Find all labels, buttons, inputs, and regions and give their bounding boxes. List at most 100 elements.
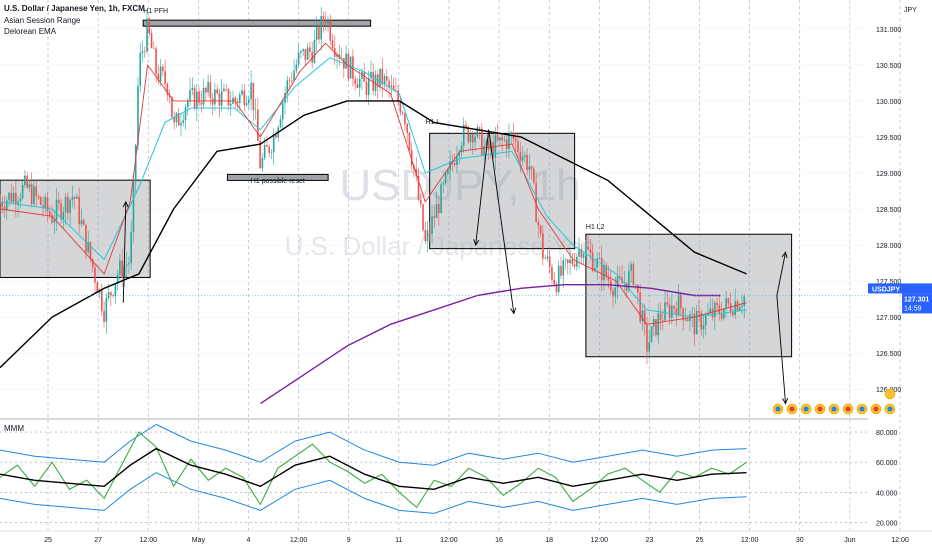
- candle-body: [211, 98, 214, 105]
- candle-body: [410, 150, 413, 166]
- asian-session-range-box[interactable]: [585, 233, 793, 358]
- candle-body: [236, 101, 239, 104]
- candle-body: [598, 257, 601, 259]
- candle-body: [548, 256, 551, 268]
- candle-body: [10, 192, 13, 203]
- candle-body: [530, 166, 533, 169]
- arrow-up-2[interactable]: [776, 252, 786, 296]
- economic-event-flag-icon: [789, 406, 795, 412]
- time-axis-label: 27: [94, 537, 102, 544]
- reset-zone-bar[interactable]: [226, 173, 329, 181]
- time-axis-label: Jun: [844, 537, 855, 544]
- candle-body: [528, 166, 531, 171]
- time-axis-label: 23: [646, 537, 654, 544]
- annotation-h1-l2: H1 L2: [586, 224, 605, 231]
- price-axis-label: 126.500: [876, 351, 901, 358]
- oscillator-axis-label: 40.000: [876, 490, 898, 497]
- candle-body: [428, 230, 431, 234]
- candle-body: [716, 302, 718, 306]
- economic-event-flag-icon: [803, 406, 809, 412]
- pfh-zone-bar[interactable]: [142, 19, 372, 27]
- indicator-asian-session-range[interactable]: Asian Session Range: [4, 16, 81, 25]
- candle-body: [159, 66, 162, 82]
- candle-body: [388, 80, 390, 88]
- candle-body: [544, 258, 546, 260]
- candle-body: [48, 211, 51, 215]
- price-axis-label: 131.000: [876, 27, 901, 34]
- candle-body: [166, 84, 169, 95]
- candle-body: [105, 297, 108, 322]
- annotation-h1-l: H1 L: [425, 119, 440, 126]
- candle-body: [295, 64, 298, 71]
- candle-body: [729, 303, 732, 313]
- candle-body: [354, 78, 356, 85]
- arrow-up-1[interactable]: [122, 201, 127, 303]
- candle-body: [137, 85, 139, 145]
- candle-body: [664, 302, 666, 321]
- candle-body: [214, 89, 216, 105]
- candle-body: [198, 91, 200, 103]
- candle-body: [39, 197, 42, 205]
- candle-body: [275, 134, 277, 138]
- candle-body: [309, 47, 311, 52]
- time-axis-label: 16: [495, 537, 503, 544]
- candle-body: [600, 257, 603, 281]
- candle-body: [496, 135, 499, 141]
- candle-body: [205, 87, 207, 93]
- candle-body: [132, 182, 135, 233]
- candle-body: [442, 183, 445, 185]
- candle-body: [12, 192, 15, 203]
- arrow-link-1[interactable]: [475, 129, 490, 246]
- candle-body: [288, 80, 291, 81]
- candle-body: [329, 20, 332, 41]
- candle-body: [225, 88, 228, 90]
- arrow-down-2[interactable]: [776, 295, 786, 404]
- candle-body: [564, 259, 567, 261]
- candle-body: [700, 312, 703, 330]
- candle-body: [422, 204, 424, 231]
- candle-body: [96, 282, 99, 294]
- candle-body: [268, 146, 270, 153]
- economic-event-icon[interactable]: [884, 388, 896, 400]
- arrow-down-1[interactable]: [488, 129, 515, 314]
- candle-body: [21, 184, 24, 199]
- candle-body: [659, 313, 662, 321]
- candle-body: [383, 76, 386, 85]
- candle-body: [471, 133, 474, 143]
- candle-body: [134, 144, 137, 183]
- candle-body: [1, 202, 4, 207]
- candle-body: [695, 310, 698, 335]
- candle-body: [657, 313, 660, 336]
- candle-body: [535, 182, 537, 223]
- candle-body: [331, 40, 334, 49]
- candle-body: [338, 54, 341, 59]
- candle-body: [297, 52, 300, 65]
- candle-body: [291, 80, 293, 82]
- candle-body: [401, 112, 404, 114]
- oscillator-axis-label: 60.000: [876, 460, 898, 467]
- candle-body: [487, 140, 490, 150]
- oscillator-signal-line: [0, 447, 747, 491]
- candle-body: [643, 310, 646, 325]
- price-axis-label: 128.500: [876, 207, 901, 214]
- candle-body: [209, 82, 212, 99]
- candle-body: [186, 100, 189, 108]
- candle-body: [456, 156, 458, 165]
- candle-body: [243, 90, 246, 106]
- indicator-delorean-ema[interactable]: Delorean EMA: [4, 27, 57, 36]
- candle-body: [261, 158, 264, 169]
- symbol-tag-label: USDJPY: [872, 286, 900, 293]
- arrow-down-2-head: [782, 397, 789, 405]
- candle-body: [324, 22, 327, 24]
- time-axis-label: 18: [545, 537, 553, 544]
- candle-body: [293, 70, 295, 81]
- candle-body: [370, 72, 372, 79]
- candle-body: [180, 122, 182, 126]
- candle-body: [499, 137, 501, 141]
- candle-body: [281, 102, 284, 120]
- candle-body: [738, 307, 741, 311]
- candle-body: [302, 49, 304, 52]
- candle-body: [85, 224, 87, 253]
- candle-body: [80, 220, 83, 225]
